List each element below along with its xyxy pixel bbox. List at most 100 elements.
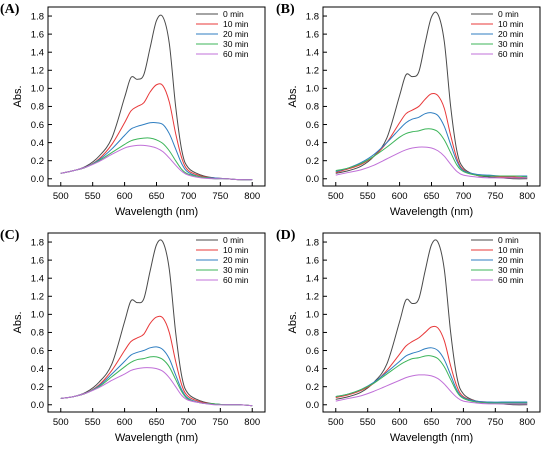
series-lines: [335, 11, 528, 180]
legend-label: 60 min: [498, 275, 524, 285]
legend-label: 20 min: [498, 255, 524, 265]
x-tick-label: 700: [180, 191, 196, 202]
x-tick-label: 600: [117, 417, 133, 428]
y-tick-label: 0.2: [306, 156, 319, 167]
x-tick-label: 650: [149, 191, 165, 202]
series-line: [60, 367, 253, 407]
legend-label: 0 min: [498, 235, 519, 245]
y-tick-label: 1.6: [306, 29, 319, 40]
y-tick-label: 0.2: [306, 382, 319, 393]
y-tick-label: 0.0: [306, 174, 319, 185]
y-tick-label: 1.2: [306, 292, 319, 303]
legend-label: 60 min: [498, 49, 524, 59]
series-line: [335, 325, 528, 404]
y-tick-label: 1.2: [306, 66, 319, 77]
y-tick-label: 0.0: [31, 400, 44, 411]
x-tick-label: 650: [424, 191, 440, 202]
chart-a: 500 550 600 650 700 750 800 0.0 0.2 0.4 0.6 0.8 1.0 1…: [12, 6, 266, 218]
y-tick-label: 0.4: [306, 138, 319, 149]
legend-label: 10 min: [223, 245, 249, 255]
x-tick-label: 650: [424, 417, 440, 428]
y-tick-label: 0.0: [306, 400, 319, 411]
legend-label: 30 min: [223, 265, 249, 275]
legend-label: 10 min: [223, 19, 249, 29]
y-tick-label: 0.6: [31, 346, 44, 357]
x-tick-label: 600: [392, 191, 408, 202]
series-lines: [60, 239, 253, 407]
legend-label: 30 min: [223, 39, 249, 49]
x-tick-label: 750: [487, 417, 503, 428]
x-tick-label: 750: [212, 191, 228, 202]
x-axis-title: Wavelength (nm): [390, 432, 473, 444]
y-tick-label: 1.8: [31, 11, 44, 22]
series-line: [335, 146, 528, 179]
chart-b: 500 550 600 650 700 750 800 0.0 0.2 0.4 0.6 0.8 1.0 1…: [287, 6, 541, 218]
x-axis: 500 550 600 650 700 750 800: [53, 408, 260, 428]
y-tick-label: 1.8: [306, 237, 319, 248]
y-tick-label: 1.6: [31, 29, 44, 40]
y-tick-label: 1.6: [31, 255, 44, 266]
x-axis-title: Wavelength (nm): [390, 206, 473, 218]
chart-d: 500 550 600 650 700 750 800 0.0 0.2 0.4 0.6 0.8 1.0 1…: [287, 232, 541, 444]
series-line: [335, 374, 528, 405]
y-tick-label: 0.4: [31, 138, 44, 149]
y-axis-title: Abs.: [12, 311, 24, 333]
legend-label: 30 min: [498, 265, 524, 275]
x-tick-label: 600: [392, 417, 408, 428]
y-tick-label: 1.6: [306, 255, 319, 266]
panel-label-c: (C): [0, 228, 20, 243]
legend-label: 0 min: [498, 9, 519, 19]
y-tick-label: 0.8: [31, 328, 44, 339]
legend-label: 60 min: [223, 49, 249, 59]
legend-label: 0 min: [223, 9, 244, 19]
series-line: [335, 347, 528, 403]
y-tick-label: 0.8: [306, 328, 319, 339]
legend-label: 20 min: [223, 29, 249, 39]
x-axis: 500 550 600 650 700 750 800: [328, 182, 535, 202]
x-tick-label: 500: [328, 417, 344, 428]
y-axis: 0.0 0.2 0.4 0.6 0.8 1.0 1.2 1.4 1.6 1.8: [306, 11, 327, 185]
y-axis: 0.0 0.2 0.4 0.6 0.8 1.0 1.2 1.4 1.6 1.8: [31, 11, 52, 185]
series-line: [60, 121, 253, 181]
chart-panel-d: 500 550 600 650 700 750 800 0.0 0.2 0.4 0.6 0.8 1.0 1…: [275, 226, 550, 451]
series-lines: [60, 14, 253, 181]
y-tick-label: 1.4: [31, 48, 44, 59]
x-tick-label: 550: [360, 417, 376, 428]
y-tick-label: 0.6: [306, 120, 319, 131]
y-tick-label: 1.2: [31, 66, 44, 77]
x-tick-label: 550: [85, 417, 101, 428]
legend-label: 20 min: [223, 255, 249, 265]
y-tick-label: 1.0: [306, 310, 319, 321]
chart-panel-a: 500 550 600 650 700 750 800 0.0 0.2 0.4 0.6 0.8 1.0 1…: [0, 0, 275, 225]
y-tick-label: 0.2: [31, 382, 44, 393]
x-axis: 500 550 600 650 700 750 800: [328, 408, 535, 428]
y-tick-label: 1.0: [31, 84, 44, 95]
x-axis-title: Wavelength (nm): [115, 432, 198, 444]
series-line: [60, 346, 253, 407]
y-tick-label: 1.4: [306, 48, 319, 59]
x-tick-label: 700: [180, 417, 196, 428]
legend-label: 0 min: [223, 235, 244, 245]
y-tick-label: 1.0: [31, 310, 44, 321]
y-tick-label: 0.4: [306, 364, 319, 375]
x-tick-label: 500: [53, 417, 69, 428]
y-tick-label: 0.2: [31, 156, 44, 167]
x-tick-label: 750: [487, 191, 503, 202]
y-axis-title: Abs.: [12, 85, 24, 107]
legend-label: 60 min: [223, 275, 249, 285]
series-line: [60, 356, 253, 407]
y-tick-label: 1.2: [31, 292, 44, 303]
series-line: [60, 144, 253, 181]
legend-label: 10 min: [498, 245, 524, 255]
panel-label-a: (A): [0, 2, 20, 17]
y-tick-label: 1.4: [306, 274, 319, 285]
x-tick-label: 750: [212, 417, 228, 428]
series-line: [335, 355, 528, 404]
panel-label-d: (D): [276, 228, 296, 243]
x-tick-label: 600: [117, 191, 133, 202]
x-tick-label: 550: [360, 191, 376, 202]
y-tick-label: 1.8: [306, 11, 319, 22]
x-tick-label: 800: [519, 191, 535, 202]
